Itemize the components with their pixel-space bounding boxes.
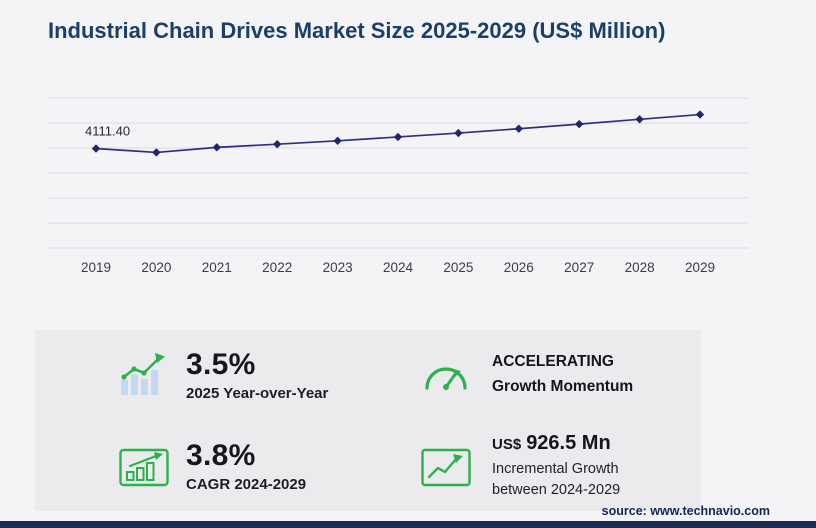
first-point-label: 4111.40 bbox=[85, 124, 130, 139]
page-title: Industrial Chain Drives Market Size 2025… bbox=[48, 18, 666, 43]
x-tick-2026: 2026 bbox=[504, 260, 534, 275]
yoy-label: 2025 Year-over-Year bbox=[186, 385, 329, 403]
momentum-line2: Growth Momentum bbox=[492, 378, 634, 396]
x-tick-2028: 2028 bbox=[625, 260, 655, 275]
data-point-2019 bbox=[91, 144, 101, 153]
stat-cagr: 3.8% CAGR 2024-2029 bbox=[35, 421, 368, 512]
momentum-line1: ACCELERATING bbox=[492, 353, 614, 371]
stat-cagr-text: 3.8% CAGR 2024-2029 bbox=[186, 439, 306, 493]
x-tick-2023: 2023 bbox=[323, 260, 353, 275]
data-point-2026 bbox=[514, 124, 523, 133]
stat-yoy-text: 3.5% 2025 Year-over-Year bbox=[186, 348, 328, 402]
x-tick-2027: 2027 bbox=[564, 260, 594, 275]
data-point-2023 bbox=[333, 136, 342, 146]
data-point-2029 bbox=[695, 110, 705, 119]
stat-incremental-text: US$ 926.5 Mn Incremental Growth between 2… bbox=[492, 431, 620, 501]
x-tick-2025: 2025 bbox=[443, 260, 473, 275]
incremental-label-line1: Incremental Growth bbox=[492, 460, 619, 477]
incremental-currency: US$ bbox=[492, 435, 522, 453]
speedometer-icon bbox=[425, 367, 467, 391]
source-credit: source: www.technavio.com bbox=[601, 504, 770, 518]
x-tick-2019: 2019 bbox=[81, 260, 111, 275]
incremental-value: 926.5 Mn bbox=[526, 431, 611, 454]
data-point-2021 bbox=[212, 143, 221, 152]
market-size-chart: 2019 2020 2021 2022 2023 2024 2025 2026 2027 2028… bbox=[48, 88, 748, 284]
bar-growth-icon bbox=[121, 353, 165, 396]
data-point-2028 bbox=[635, 115, 644, 124]
stats-panel: 3.5% 2025 Year-over-Year ACCELERATING Gr… bbox=[35, 330, 701, 511]
incremental-value-row: US$ 926.5 Mn bbox=[492, 431, 620, 455]
stat-yoy: 3.5% 2025 Year-over-Year bbox=[35, 330, 368, 421]
chart-box-icon bbox=[119, 448, 169, 486]
data-point-2022 bbox=[273, 140, 282, 149]
line-chart-svg: 2019 2020 2021 2022 2023 2024 2025 2026 2027 2028… bbox=[48, 97, 748, 275]
stat-incremental: US$ 926.5 Mn Incremental Growth between 2… bbox=[368, 421, 701, 512]
x-tick-2022: 2022 bbox=[262, 260, 292, 275]
cagr-value: 3.8% bbox=[186, 438, 256, 472]
x-tick-2020: 2020 bbox=[141, 260, 171, 275]
stat-momentum: ACCELERATING Growth Momentum bbox=[368, 330, 701, 421]
footer-bar bbox=[0, 521, 816, 528]
data-point-2020 bbox=[152, 148, 161, 157]
x-tick-2024: 2024 bbox=[383, 260, 414, 275]
data-point-2025 bbox=[454, 128, 463, 138]
yoy-value: 3.5% bbox=[186, 348, 256, 382]
x-tick-2029: 2029 bbox=[685, 260, 715, 275]
trend-box-icon bbox=[421, 448, 471, 486]
data-point-2024 bbox=[393, 132, 403, 142]
cagr-label: CAGR 2024-2029 bbox=[186, 475, 307, 493]
x-tick-2021: 2021 bbox=[202, 260, 232, 275]
incremental-label-line2: between 2024-2029 bbox=[492, 481, 621, 498]
stat-momentum-text: ACCELERATING Growth Momentum bbox=[492, 350, 633, 400]
data-point-2027 bbox=[575, 119, 584, 129]
